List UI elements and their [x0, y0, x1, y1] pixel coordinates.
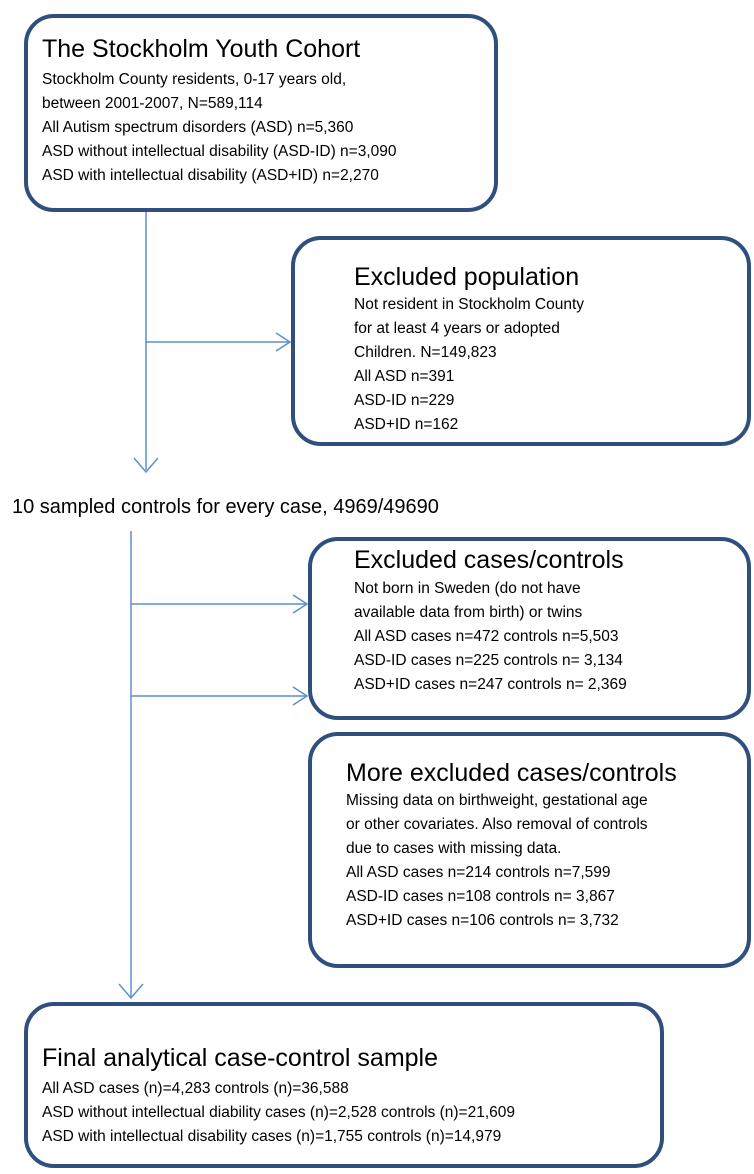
excluded-cases-controls-title: Excluded cases/controls: [354, 546, 624, 574]
branch-arrowhead-excluded-cases: [292, 594, 309, 614]
cohort-line: between 2001-2007, N=589,114: [42, 95, 263, 112]
excluded-cases-controls-box: Excluded cases/controls Not born in Swed…: [308, 537, 751, 720]
cohort-box: The Stockholm Youth Cohort Stockholm Cou…: [24, 14, 498, 212]
excluded-population-line: Not resident in Stockholm County: [354, 296, 585, 313]
more-excluded-title: More excluded cases/controls: [346, 759, 677, 787]
cohort-line: All Autism spectrum disorders (ASD) n=5,…: [42, 119, 354, 136]
branch-arrowhead-excluded-population: [275, 332, 292, 352]
excluded-population-box: Excluded population Not resident in Stoc…: [291, 236, 751, 446]
more-excluded-line: due to cases with missing data.: [346, 840, 562, 857]
cohort-line: Stockholm County residents, 0-17 years o…: [42, 71, 347, 88]
final-sample-title: Final analytical case-control sample: [42, 1044, 439, 1072]
excluded-cases-controls-line: ASD-ID cases n=225 controls n= 3,134: [354, 652, 623, 669]
excluded-cases-controls-line: ASD+ID cases n=247 controls n= 2,369: [354, 676, 627, 693]
more-excluded-line: All ASD cases n=214 controls n=7,599: [346, 864, 611, 881]
excluded-cases-controls-line: All ASD cases n=472 controls n=5,503: [354, 628, 619, 645]
excluded-population-line: ASD+ID n=162: [354, 416, 459, 433]
more-excluded-line: ASD+ID cases n=106 controls n= 3,732: [346, 912, 619, 929]
excluded-population-line: ASD-ID n=229: [354, 392, 455, 409]
final-sample-line: All ASD cases (n)=4,283 controls (n)=36,…: [42, 1080, 349, 1097]
more-excluded-box: More excluded cases/controls Missing dat…: [308, 732, 751, 968]
excluded-population-title: Excluded population: [354, 263, 580, 291]
excluded-population-line: for at least 4 years or adopted: [354, 320, 560, 337]
more-excluded-line: ASD-ID cases n=108 controls n= 3,867: [346, 888, 615, 905]
excluded-population-line: Children. N=149,823: [354, 344, 497, 361]
more-excluded-line: or other covariates. Also removal of con…: [346, 816, 648, 833]
final-sample-box: Final analytical case-control sample All…: [24, 1002, 664, 1168]
trunk-arrowhead-top: [133, 457, 159, 474]
more-excluded-line: Missing data on birthweight, gestational…: [346, 792, 648, 809]
final-sample-line: ASD without intellectual diability cases…: [42, 1104, 516, 1121]
excluded-population-line: All ASD n=391: [354, 368, 455, 385]
branch-arrowhead-more-excluded: [292, 686, 309, 706]
cohort-title: The Stockholm Youth Cohort: [42, 35, 361, 63]
sampled-controls-text: 10 sampled controls for every case, 4969…: [12, 496, 439, 518]
excluded-cases-controls-line: available data from birth) or twins: [354, 604, 583, 621]
cohort-line: ASD without intellectual disability (ASD…: [42, 143, 397, 160]
final-sample-line: ASD with intellectual disability cases (…: [42, 1128, 502, 1145]
excluded-cases-controls-line: Not born in Sweden (do not have: [354, 580, 581, 597]
trunk-arrowhead-lower: [118, 983, 144, 1000]
cohort-line: ASD with intellectual disability (ASD+ID…: [42, 167, 379, 184]
